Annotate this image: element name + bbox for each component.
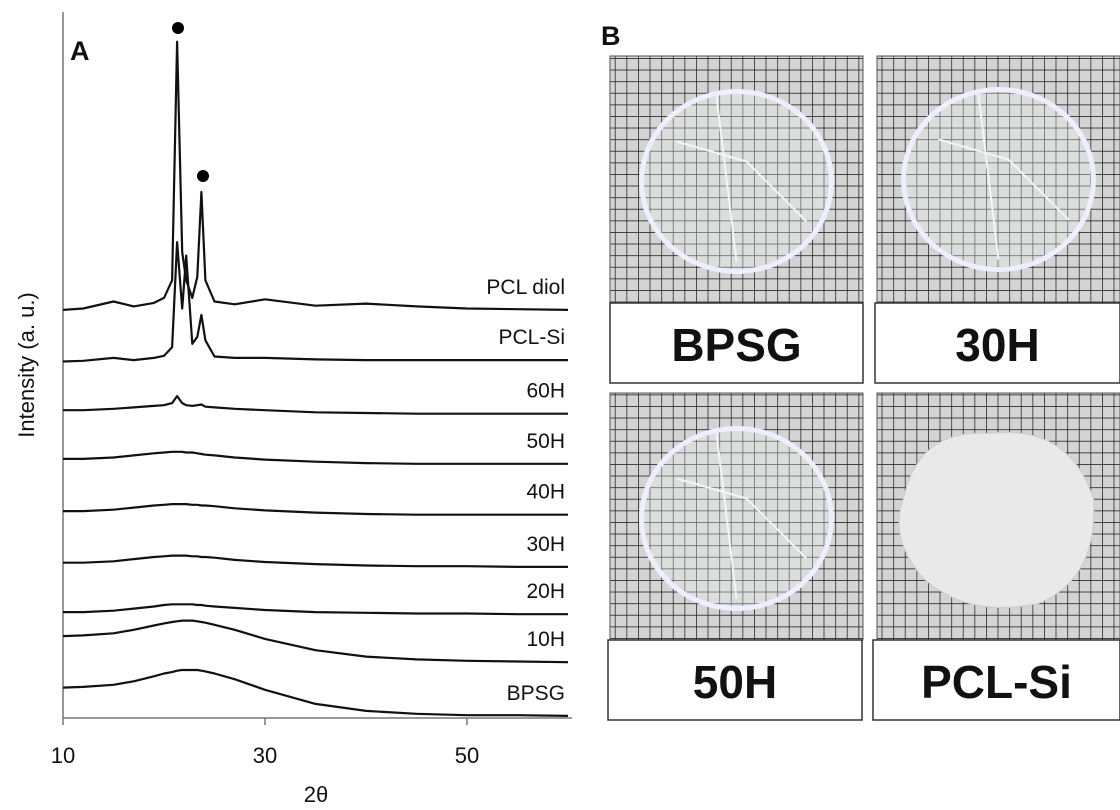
photo-label-box — [874, 302, 1120, 384]
photo-label: 30H — [955, 319, 1039, 371]
photo-label-box — [609, 302, 864, 384]
peak-marker — [172, 22, 184, 34]
series-label: PCL-Si — [498, 326, 565, 349]
xrd-curve — [63, 554, 568, 568]
glass-disc — [901, 87, 1096, 272]
photo — [876, 55, 1120, 304]
y-axis-label: Intensity (a. u.) — [14, 292, 39, 438]
series-label: 30H — [526, 533, 565, 556]
xrd-curve — [62, 668, 569, 717]
xrd-curve — [62, 40, 569, 311]
series-label: BPSG — [507, 682, 565, 705]
xrd-curve — [63, 503, 568, 516]
powder — [898, 431, 1095, 609]
series-label: 60H — [526, 380, 565, 403]
panel-label: B — [601, 21, 621, 51]
xrd-curve — [63, 450, 568, 465]
panel-label: A — [70, 36, 90, 66]
photo — [609, 55, 864, 304]
x-axis-label: 2θ — [304, 782, 328, 807]
x-tick-label: 30 — [253, 743, 277, 768]
crack — [676, 96, 808, 262]
series-label: 50H — [526, 430, 565, 453]
photo-label: BPSG — [671, 319, 801, 371]
glass-disc — [639, 426, 834, 611]
crack — [938, 94, 1070, 260]
series-label: 20H — [526, 580, 565, 603]
xrd-curve — [62, 619, 569, 664]
crack — [676, 433, 808, 599]
xrd-curve — [62, 241, 568, 363]
glass-disc — [639, 89, 834, 274]
x-tick-label: 10 — [51, 743, 75, 768]
series-label: 10H — [526, 628, 565, 651]
series-label: 40H — [526, 481, 565, 504]
photo-label: PCL-Si — [921, 656, 1072, 708]
photo — [609, 392, 864, 641]
x-tick-label: 50 — [455, 743, 479, 768]
peak-marker — [197, 170, 209, 182]
photo-label-box — [872, 639, 1120, 721]
photo-label: 50H — [693, 656, 777, 708]
xrd-curve — [63, 603, 568, 616]
series-label: PCL diol — [486, 276, 565, 299]
photo-label-box — [607, 639, 863, 721]
xrd-curve — [63, 395, 568, 415]
